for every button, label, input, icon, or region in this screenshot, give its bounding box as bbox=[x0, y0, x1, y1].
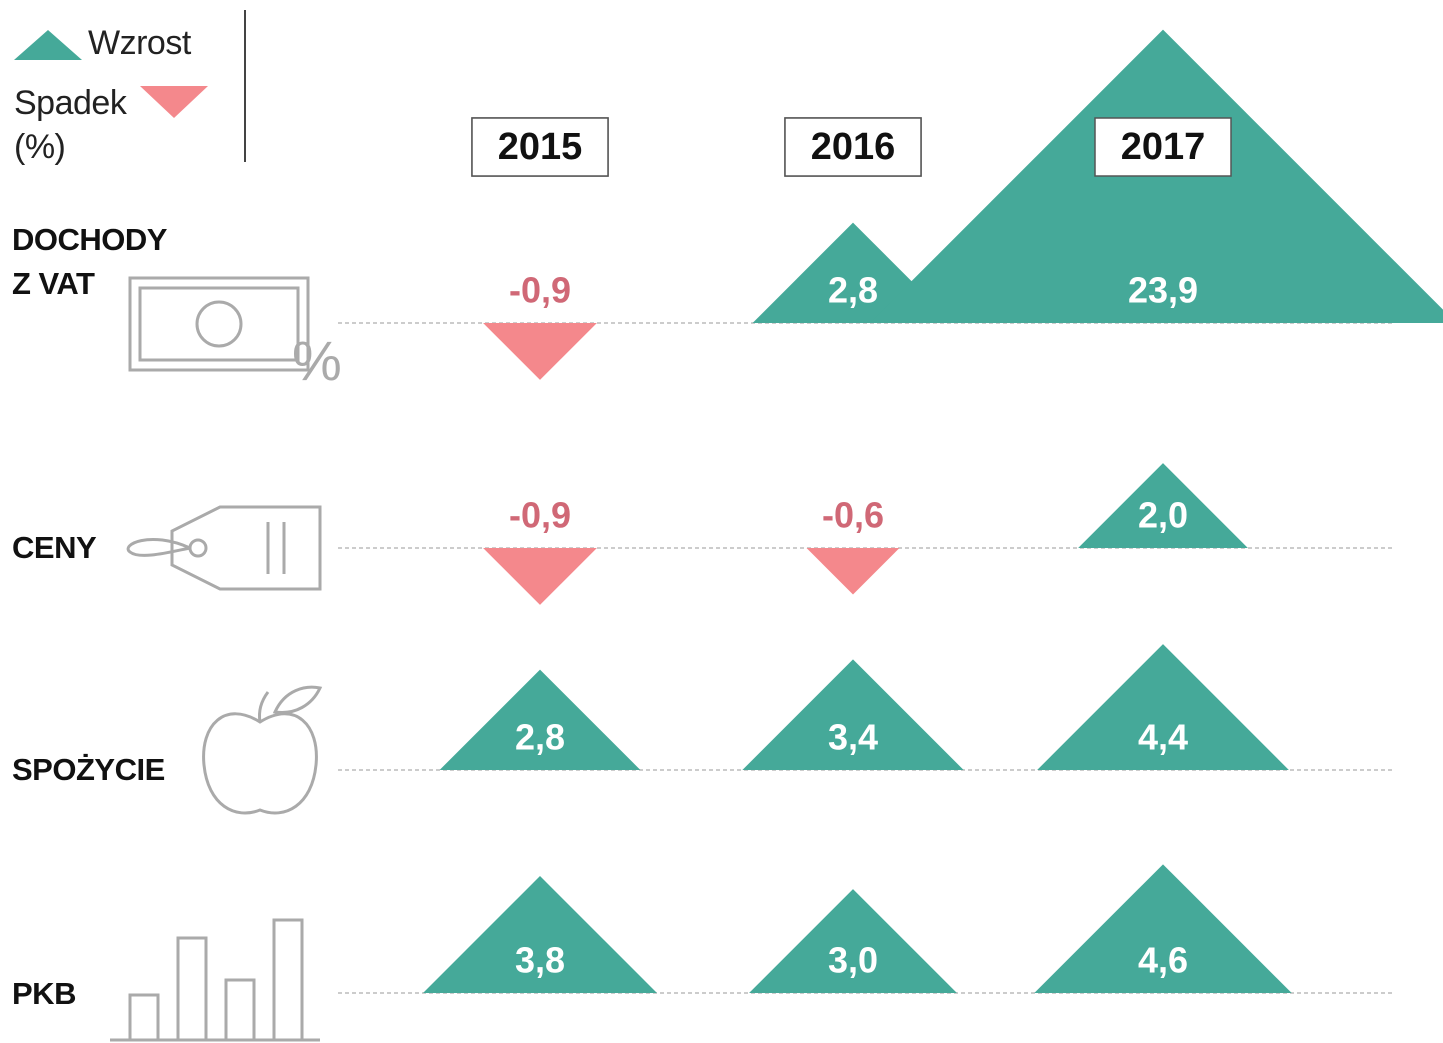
rise-triangle bbox=[423, 876, 657, 993]
legend-up: Wzrost bbox=[88, 24, 191, 62]
rise-triangle bbox=[1078, 463, 1248, 548]
row-label: CENY bbox=[12, 530, 97, 565]
value-label: 3,8 bbox=[515, 940, 565, 981]
value-label: 2,8 bbox=[828, 270, 878, 311]
apple-icon bbox=[202, 685, 323, 815]
legend-up-marker bbox=[14, 30, 82, 60]
value-label: 3,0 bbox=[828, 940, 878, 981]
value-label: 4,6 bbox=[1138, 940, 1188, 981]
bars-icon bbox=[110, 918, 320, 1042]
value-label: -0,6 bbox=[822, 495, 884, 536]
year-label: 2016 bbox=[811, 126, 896, 168]
row-label: DOCHODY Z VAT bbox=[12, 222, 167, 301]
value-label: 3,4 bbox=[828, 717, 878, 758]
year-box bbox=[784, 117, 922, 177]
value-label: 2,0 bbox=[1138, 495, 1188, 536]
value-label: 2,8 bbox=[515, 717, 565, 758]
rise-triangle bbox=[1034, 864, 1292, 993]
tag-icon bbox=[126, 505, 322, 591]
value-label: 23,9 bbox=[1128, 270, 1198, 311]
year-box bbox=[471, 117, 609, 177]
rise-triangle bbox=[742, 659, 964, 770]
fall-triangle bbox=[483, 323, 597, 380]
year-label: 2017 bbox=[1121, 126, 1206, 168]
value-label: -0,9 bbox=[509, 270, 571, 311]
legend-unit: (%) bbox=[14, 128, 66, 166]
legend-down: Spadek bbox=[14, 84, 127, 122]
svg-text:%: % bbox=[292, 329, 342, 392]
rise-triangle bbox=[439, 669, 641, 770]
year-box bbox=[1094, 117, 1232, 177]
legend-down-marker bbox=[140, 86, 208, 118]
rise-triangle bbox=[749, 889, 957, 993]
year-label: 2015 bbox=[498, 126, 583, 168]
value-label: -0,9 bbox=[509, 495, 571, 536]
row-label: PKB bbox=[12, 976, 76, 1011]
row-label: SPOŻYCIE bbox=[12, 752, 165, 787]
rise-triangle bbox=[1037, 644, 1289, 770]
fall-triangle bbox=[483, 548, 597, 605]
value-label: 4,4 bbox=[1138, 717, 1188, 758]
money-icon: % bbox=[128, 276, 342, 392]
fall-triangle bbox=[806, 548, 900, 595]
